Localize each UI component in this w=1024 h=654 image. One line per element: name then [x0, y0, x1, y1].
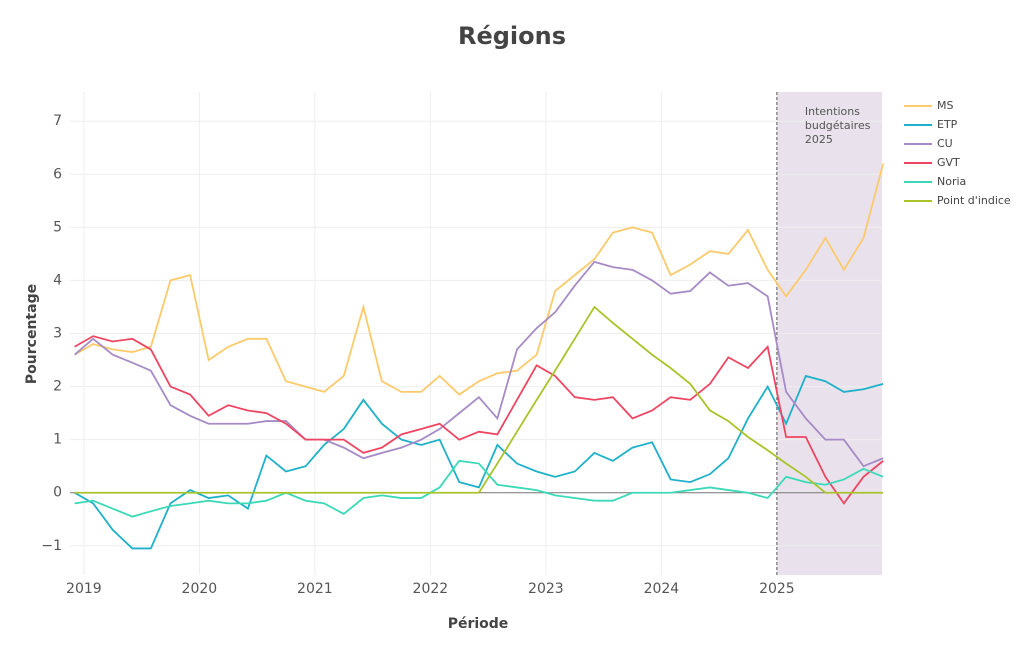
legend-label: Point d'indice — [937, 194, 1011, 207]
y-tick-label: 1 — [53, 432, 62, 448]
annotation-text: budgétaires — [805, 119, 871, 132]
y-axis-label: Pourcentage — [24, 284, 40, 384]
x-tick-label: 2022 — [413, 581, 449, 597]
y-tick-label: 3 — [53, 326, 62, 342]
y-tick-label: 4 — [53, 272, 62, 288]
series-line — [74, 305, 884, 494]
series-line — [74, 163, 885, 396]
legend-label: CU — [937, 137, 953, 150]
legend-label: GVT — [937, 156, 960, 169]
x-tick-label: 2020 — [182, 581, 218, 597]
annotation-text: 2025 — [805, 133, 833, 146]
x-axis-label: Période — [448, 616, 509, 632]
y-tick-label: 6 — [53, 166, 62, 182]
y-tick-label: 7 — [53, 113, 62, 129]
y-tick-label: 0 — [53, 485, 62, 501]
series-line — [74, 374, 884, 550]
x-tick-label: 2024 — [644, 581, 680, 597]
series-line — [74, 459, 884, 518]
y-tick-label: −1 — [41, 538, 62, 554]
series-line — [74, 335, 884, 505]
legend-label: ETP — [937, 118, 958, 131]
chart-title: Régions — [458, 22, 566, 50]
legend-label: MS — [937, 99, 953, 112]
x-tick-label: 2021 — [297, 581, 333, 597]
x-tick-label: 2023 — [528, 581, 564, 597]
annotation-text: Intentions — [805, 105, 860, 118]
x-tick-label: 2019 — [66, 581, 102, 597]
legend-label: Noria — [937, 175, 966, 188]
y-tick-label: 5 — [53, 219, 62, 235]
x-tick-label: 2025 — [759, 581, 795, 597]
series-line — [74, 260, 884, 468]
y-tick-label: 2 — [53, 379, 62, 395]
